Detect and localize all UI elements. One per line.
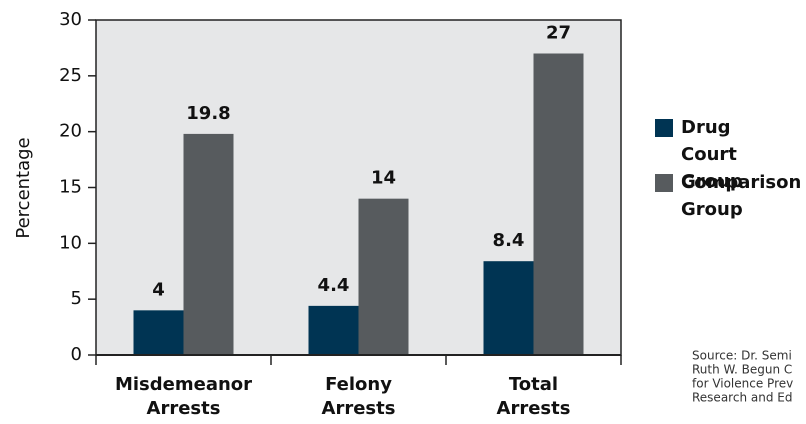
value-label: 19.8 xyxy=(186,103,230,124)
legend-swatch xyxy=(655,119,673,137)
legend-label: Drug Court Group xyxy=(681,117,743,192)
x-tick-label: Total Arrests xyxy=(497,374,571,419)
x-tick-label: Misdemeanor Arrests xyxy=(115,374,252,419)
y-tick-label: 0 xyxy=(71,344,82,365)
bar xyxy=(183,133,234,355)
bar xyxy=(308,305,359,355)
x-tick-label: Felony Arrests xyxy=(322,374,396,419)
y-tick-label: 5 xyxy=(71,288,82,309)
legend-label: Comparison Group xyxy=(681,172,801,220)
y-tick-label: 25 xyxy=(59,65,82,86)
y-tick-label: 30 xyxy=(59,9,82,30)
source-note: Research and Ed xyxy=(692,391,792,405)
value-label: 27 xyxy=(546,23,571,44)
bar xyxy=(533,53,584,355)
value-label: 4.4 xyxy=(318,275,350,296)
y-tick-label: 15 xyxy=(59,177,82,198)
bar xyxy=(358,198,409,355)
value-label: 4 xyxy=(152,279,165,300)
legend-swatch xyxy=(655,174,673,192)
source-note: Ruth W. Begun C xyxy=(692,363,792,377)
source-note: Source: Dr. Semi xyxy=(692,349,792,363)
y-axis-title: Percentage xyxy=(13,137,34,238)
source-note: for Violence Prev xyxy=(692,377,793,391)
value-label: 8.4 xyxy=(493,230,525,251)
y-tick-label: 20 xyxy=(59,121,82,142)
value-label: 14 xyxy=(371,168,396,189)
bar xyxy=(133,310,184,355)
y-tick-label: 10 xyxy=(59,232,82,253)
bar xyxy=(483,261,534,355)
